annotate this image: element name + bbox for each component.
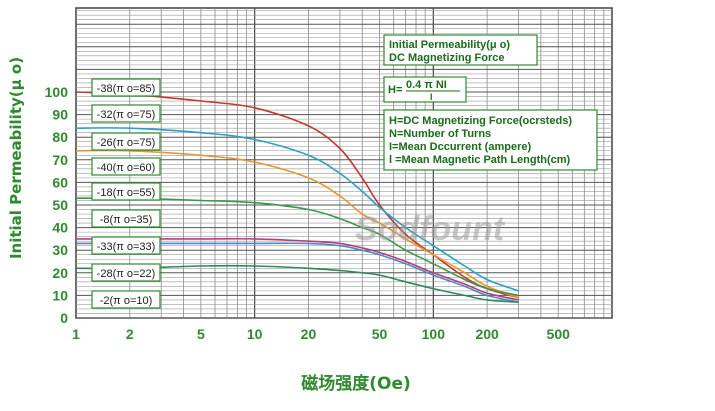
info-title-frame <box>383 34 538 66</box>
legend-label: -40(π o=60) <box>97 162 156 174</box>
x-tick-label: 50 <box>372 326 388 342</box>
x-tick-label: 500 <box>547 326 571 342</box>
x-tick-label: 1 <box>72 326 80 342</box>
legend-item: -32(π o=75) <box>91 104 161 123</box>
series-line <box>76 242 519 303</box>
x-tick-label: 20 <box>301 326 317 342</box>
definitions-box: H=DC Magnetizing Force(ocrsteds) N=Numbe… <box>383 109 598 171</box>
legend-frame <box>91 104 161 123</box>
legend-item: -8(π o=35) <box>91 209 161 228</box>
info-title-box: Initial Permeability(μ o) DC Magnetizing… <box>383 34 538 66</box>
y-tick-label: 50 <box>52 197 68 213</box>
x-tick-label: 2 <box>126 326 134 342</box>
legend-item: -40(π o=60) <box>91 157 161 176</box>
legend-label: -8(π o=35) <box>100 214 153 226</box>
definition-i: I=Mean Dccurrent (ampere) <box>389 141 531 153</box>
legend-item: -18(π o=55) <box>91 182 161 201</box>
y-tick-label: 80 <box>52 129 68 145</box>
definition-n: N=Number of Turns <box>389 128 491 140</box>
legend-item: -33(π o=33) <box>91 236 161 255</box>
series-line <box>75 264 519 303</box>
formula-prefix: H= <box>388 84 402 96</box>
y-tick-label: 0 <box>60 310 68 326</box>
legend-frame <box>91 132 161 151</box>
legend-label: -2(π o=10) <box>100 295 153 307</box>
legend-label: -18(π o=55) <box>97 187 156 199</box>
formula-numerator: 0.4 π NI <box>406 79 447 91</box>
info-title-line2: DC Magnetizing Force <box>389 52 505 64</box>
y-axis-title: Initial Permeability(μ o) <box>7 57 25 259</box>
series-line <box>75 91 519 299</box>
legend-label: -32(π o=75) <box>97 109 156 121</box>
formula-denominator: l <box>430 92 433 102</box>
legend-label: -26(π o=75) <box>97 137 156 149</box>
series-line <box>76 237 519 301</box>
y-tick-label: 20 <box>52 265 68 281</box>
formula-frame <box>383 76 467 103</box>
x-tick-label: 5 <box>197 326 205 342</box>
y-tick-label: 40 <box>52 220 68 236</box>
watermark: Sodfount <box>355 210 506 248</box>
formula-box: H= 0.4 π NI l <box>383 76 467 103</box>
info-title-line1: Initial Permeability(μ o) <box>389 39 510 51</box>
axis-ticks: 0 10 20 30 40 50 60 70 80 90 100 1 2 5 10 20 50 100 200 500 <box>45 84 570 342</box>
legend-item: -2(π o=10) <box>91 290 161 309</box>
y-tick-label: 30 <box>52 242 68 258</box>
legend-item: -26(π o=75) <box>91 132 161 151</box>
legend-item: -28(π o=22) <box>91 263 161 282</box>
x-tick-label: 200 <box>475 326 499 342</box>
legend-frame <box>91 290 161 309</box>
definition-h: H=DC Magnetizing Force(ocrsteds) <box>389 115 572 127</box>
y-tick-label: 90 <box>52 107 68 123</box>
y-tick-label: 100 <box>45 84 69 100</box>
legend-frame <box>91 182 161 201</box>
y-tick-label: 70 <box>52 152 68 168</box>
legend-item: -38(π o=85) <box>91 78 161 97</box>
legend-label: -38(π o=85) <box>97 83 156 95</box>
legend-frame <box>91 157 161 176</box>
x-tick-label: 100 <box>422 326 446 342</box>
series-legend: -38(π o=85) -32(π o=75) -26(π o=75) -40(π o… <box>91 78 161 309</box>
legend-frame <box>91 236 161 255</box>
legend-frame <box>91 263 161 282</box>
x-axis-title: 磁场强度(Oe) <box>301 373 411 394</box>
legend-frame <box>91 78 161 97</box>
definitions-frame <box>383 109 598 171</box>
y-tick-label: 60 <box>52 174 68 190</box>
series-curves <box>75 91 519 303</box>
series-line <box>75 197 519 297</box>
definition-l: l =Mean Magnetic Path Length(cm) <box>389 154 571 166</box>
series-line <box>75 149 519 299</box>
x-tick-label: 10 <box>247 326 263 342</box>
y-tick-label: 10 <box>52 287 68 303</box>
series-line <box>75 127 519 292</box>
legend-frame <box>91 209 161 228</box>
legend-label: -33(π o=33) <box>97 241 156 253</box>
legend-label: -28(π o=22) <box>97 268 156 280</box>
